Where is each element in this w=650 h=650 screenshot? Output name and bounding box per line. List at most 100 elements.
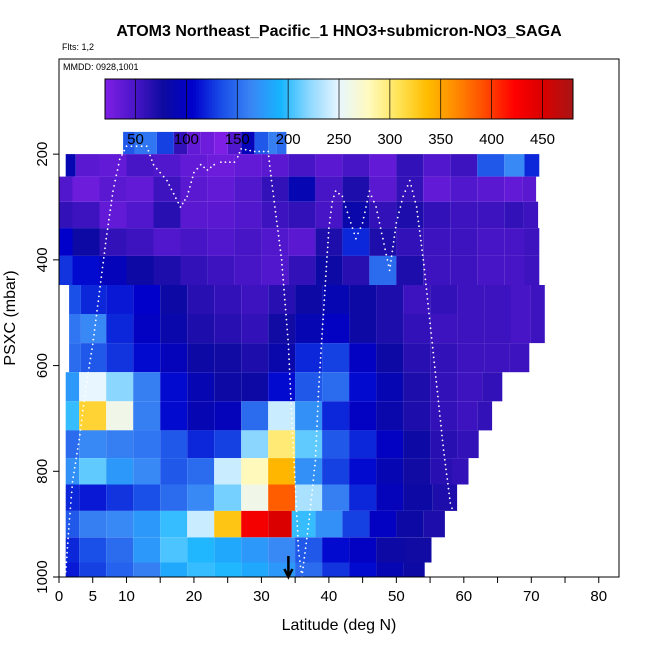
- heat-cell: [504, 176, 523, 202]
- colorbar-segment: [435, 79, 439, 119]
- track-point: [413, 195, 415, 198]
- track-point: [68, 523, 70, 525]
- track-point: [82, 405, 85, 407]
- track-point: [445, 468, 447, 471]
- heat-cell: [160, 401, 188, 431]
- heat-cell: [173, 131, 188, 155]
- track-point: [277, 234, 280, 237]
- heat-cell: [241, 343, 269, 373]
- heat-cell: [153, 154, 181, 177]
- track-point: [314, 459, 317, 462]
- colorbar-segment: [196, 79, 199, 119]
- heat-cell: [349, 401, 377, 431]
- track-point: [316, 415, 319, 418]
- heat-cell: [234, 201, 262, 229]
- colorbar-segment: [136, 79, 140, 119]
- track-point: [429, 327, 432, 330]
- track-point: [294, 476, 296, 478]
- track-point: [442, 444, 444, 447]
- track-point: [282, 283, 285, 286]
- colorbar-segment: [424, 79, 428, 119]
- heat-cell: [504, 228, 525, 256]
- heat-cell: [261, 154, 289, 177]
- track-point: [74, 462, 77, 464]
- colorbar-segment: [307, 79, 311, 119]
- heat-cell: [254, 131, 269, 155]
- colorbar-segment: [562, 79, 566, 119]
- colorbar-segment: [461, 79, 465, 119]
- track-point: [168, 184, 171, 186]
- colorbar-segment: [427, 79, 431, 119]
- track-point: [290, 397, 292, 400]
- track-point: [367, 195, 370, 198]
- track-point: [73, 466, 76, 469]
- track-point: [317, 385, 320, 388]
- heat-cell: [268, 484, 296, 511]
- track-point: [316, 425, 318, 428]
- track-point: [420, 239, 422, 242]
- track-point: [325, 270, 327, 273]
- colorbar-segment: [131, 79, 134, 119]
- colorbar-segment: [430, 79, 433, 119]
- heat-cell: [207, 255, 235, 285]
- heat-cell: [72, 255, 100, 285]
- x-tick-label: 10: [118, 588, 135, 605]
- heat-cell: [396, 255, 424, 285]
- heat-cell: [65, 372, 80, 402]
- colorbar-segment: [227, 79, 231, 119]
- colorbar-segment: [393, 79, 397, 119]
- latitude-arrow: [283, 556, 294, 580]
- track-point: [432, 351, 435, 354]
- heat-cell: [106, 372, 134, 402]
- colorbar-segment: [505, 79, 509, 119]
- heat-cell: [214, 484, 242, 511]
- heat-cell: [214, 285, 242, 315]
- track-point: [65, 566, 67, 568]
- colorbar-segment: [482, 79, 485, 119]
- heat-cell: [180, 176, 208, 202]
- heat-cell: [214, 372, 242, 402]
- heat-cell: [376, 285, 404, 315]
- heat-cell: [484, 314, 512, 344]
- heat-cell: [450, 154, 478, 177]
- track-point: [196, 167, 199, 170]
- track-point: [64, 570, 67, 573]
- track-point: [294, 485, 297, 488]
- heat-cell: [477, 176, 505, 202]
- colorbar-tick-label: 450: [530, 131, 555, 148]
- track-point: [179, 206, 182, 208]
- track-point: [434, 371, 437, 373]
- track-point: [415, 206, 418, 208]
- heat-cell: [430, 458, 452, 485]
- track-point: [162, 175, 165, 178]
- heat-cell: [376, 537, 407, 563]
- colorbar-segment: [240, 79, 244, 119]
- track-point: [291, 427, 294, 430]
- flight-track-points: [64, 145, 457, 578]
- heat-cell: [69, 285, 81, 315]
- track-point: [106, 228, 109, 231]
- track-point: [66, 551, 68, 554]
- heat-cell: [214, 537, 242, 563]
- colorbar-segment: [183, 79, 186, 119]
- heat-cell: [450, 228, 478, 256]
- x-tick-label: 30: [253, 588, 270, 605]
- track-point: [325, 265, 328, 268]
- heat-cell: [65, 537, 80, 563]
- heat-cell: [342, 154, 370, 177]
- x-tick-label: 5: [89, 588, 97, 605]
- track-point: [400, 200, 403, 203]
- colorbar-segment: [479, 79, 483, 119]
- colorbar-segment: [450, 79, 454, 119]
- track-point: [314, 454, 317, 457]
- track-point: [305, 537, 308, 540]
- heat-cell: [187, 372, 215, 402]
- track-point: [274, 210, 277, 213]
- colorbar-segment: [167, 79, 171, 119]
- track-point: [320, 347, 323, 350]
- heat-cell: [295, 537, 323, 563]
- colorbar-tick-label: 250: [326, 131, 351, 148]
- track-point: [102, 257, 105, 259]
- colorbar-segment: [474, 79, 478, 119]
- track-point: [318, 376, 321, 378]
